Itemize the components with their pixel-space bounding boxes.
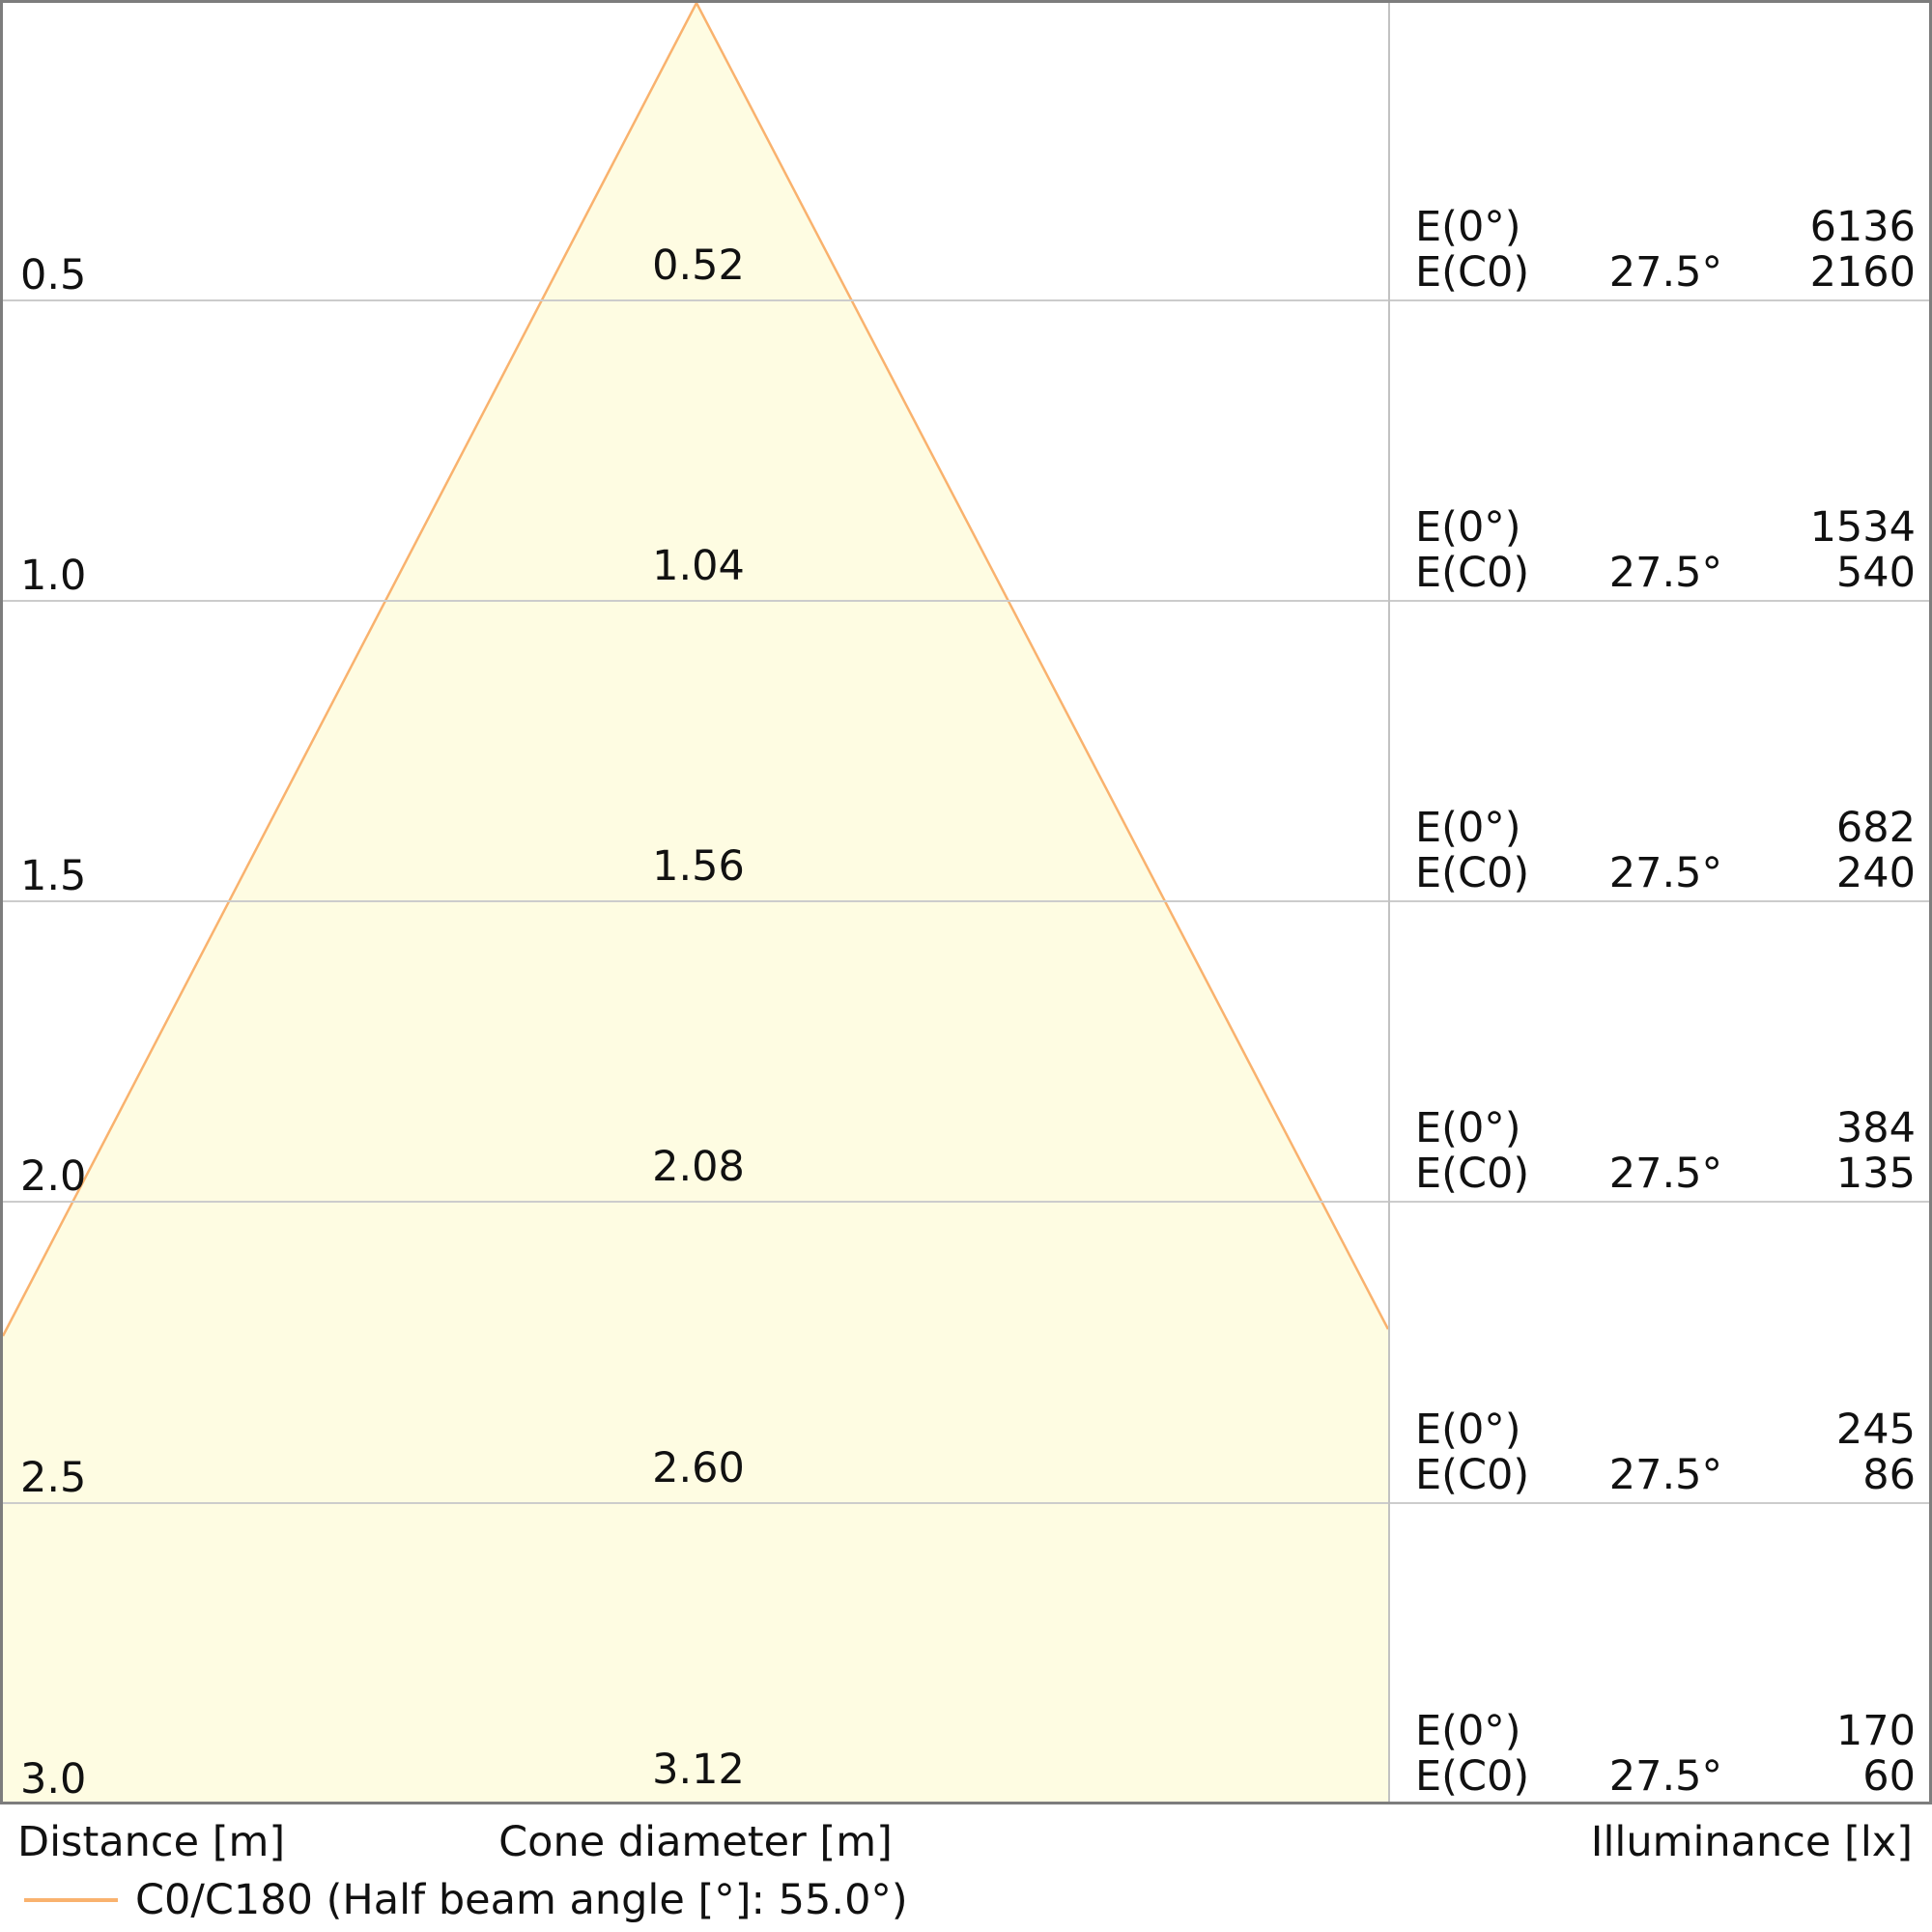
illuminance-row: E(0°) 170 E(C0) 27.5° 60 bbox=[1415, 1709, 1916, 1800]
ec0-angle: 27.5° bbox=[1608, 248, 1722, 297]
gridline-2.5m bbox=[3, 1502, 1929, 1504]
ec0-value: 135 bbox=[1835, 1150, 1916, 1198]
illuminance-row: E(0°) 384 E(C0) 27.5° 135 bbox=[1415, 1106, 1916, 1197]
ec0-line: E(C0) 27.5° 2160 bbox=[1415, 250, 1916, 296]
cone-diameter-label: 3.12 bbox=[652, 1746, 745, 1794]
ec0-line: E(C0) 27.5° 60 bbox=[1415, 1754, 1916, 1800]
e0-line: E(0°) 245 bbox=[1415, 1407, 1916, 1453]
ec0-label: E(C0) bbox=[1415, 849, 1530, 897]
distance-label: 3.0 bbox=[20, 1755, 87, 1804]
distance-label: 2.0 bbox=[20, 1152, 87, 1201]
e0-label: E(0°) bbox=[1415, 1707, 1521, 1755]
ec0-angle: 27.5° bbox=[1608, 1150, 1722, 1198]
beam-edge-c0-line bbox=[695, 3, 1390, 1330]
ec0-label: E(C0) bbox=[1415, 248, 1530, 297]
e0-line: E(0°) 682 bbox=[1415, 806, 1916, 851]
e0-value: 6136 bbox=[1809, 203, 1916, 251]
ec0-angle: 27.5° bbox=[1608, 1752, 1722, 1801]
gridline-1.0m bbox=[3, 600, 1929, 602]
beam-cone-fill bbox=[3, 3, 1388, 1802]
ec0-value: 540 bbox=[1835, 549, 1916, 597]
beam-cone-graphic bbox=[3, 3, 1390, 1802]
axis-label-illuminance: Illuminance [lx] bbox=[1590, 1818, 1913, 1866]
e0-label: E(0°) bbox=[1415, 503, 1521, 552]
e0-value: 682 bbox=[1835, 804, 1916, 852]
axis-label-cone-diameter: Cone diameter [m] bbox=[498, 1818, 893, 1866]
legend-label: C0/C180 (Half beam angle [°]: 55.0°) bbox=[135, 1876, 908, 1924]
e0-line: E(0°) 6136 bbox=[1415, 205, 1916, 250]
plot-area: 0.5 0.52 E(0°) 6136 E(C0) 27.5° 2160 1.0… bbox=[0, 0, 1932, 1804]
axis-label-distance: Distance [m] bbox=[17, 1818, 286, 1866]
ec0-angle: 27.5° bbox=[1608, 1451, 1722, 1499]
distance-label: 2.5 bbox=[20, 1454, 87, 1502]
ec0-angle: 27.5° bbox=[1608, 549, 1722, 597]
ec0-label: E(C0) bbox=[1415, 1451, 1530, 1499]
ec0-line: E(C0) 27.5° 540 bbox=[1415, 551, 1916, 596]
e0-value: 170 bbox=[1835, 1707, 1916, 1755]
gridline-1.5m bbox=[3, 900, 1929, 902]
e0-line: E(0°) 170 bbox=[1415, 1709, 1916, 1754]
distance-label: 1.5 bbox=[20, 852, 87, 900]
ec0-angle: 27.5° bbox=[1608, 849, 1722, 897]
illuminance-row: E(0°) 245 E(C0) 27.5° 86 bbox=[1415, 1407, 1916, 1498]
ec0-value: 60 bbox=[1862, 1752, 1916, 1801]
e0-value: 384 bbox=[1835, 1104, 1916, 1152]
ec0-value: 240 bbox=[1835, 849, 1916, 897]
distance-label: 1.0 bbox=[20, 552, 87, 600]
gridline-2.0m bbox=[3, 1201, 1929, 1203]
cone-diameter-label: 0.52 bbox=[652, 242, 745, 290]
cone-diameter-label: 1.04 bbox=[652, 542, 745, 590]
cone-diameter-label: 2.60 bbox=[652, 1444, 745, 1492]
ec0-value: 86 bbox=[1862, 1451, 1916, 1499]
ec0-line: E(C0) 27.5° 135 bbox=[1415, 1151, 1916, 1197]
cone-diameter-label: 2.08 bbox=[652, 1143, 745, 1191]
ec0-label: E(C0) bbox=[1415, 1150, 1530, 1198]
ec0-line: E(C0) 27.5° 86 bbox=[1415, 1453, 1916, 1498]
ec0-label: E(C0) bbox=[1415, 1752, 1530, 1801]
e0-value: 245 bbox=[1835, 1406, 1916, 1454]
e0-line: E(0°) 1534 bbox=[1415, 505, 1916, 551]
e0-label: E(0°) bbox=[1415, 804, 1521, 852]
e0-line: E(0°) 384 bbox=[1415, 1106, 1916, 1151]
legend-line-swatch bbox=[24, 1898, 118, 1902]
ec0-line: E(C0) 27.5° 240 bbox=[1415, 851, 1916, 896]
e0-label: E(0°) bbox=[1415, 203, 1521, 251]
ec0-value: 2160 bbox=[1809, 248, 1916, 297]
gridline-0.5m bbox=[3, 299, 1929, 301]
ec0-label: E(C0) bbox=[1415, 549, 1530, 597]
e0-value: 1534 bbox=[1809, 503, 1916, 552]
illuminance-row: E(0°) 682 E(C0) 27.5° 240 bbox=[1415, 806, 1916, 896]
distance-label: 0.5 bbox=[20, 251, 87, 299]
illuminance-row: E(0°) 6136 E(C0) 27.5° 2160 bbox=[1415, 205, 1916, 296]
beam-edge-c180-line bbox=[3, 3, 698, 1337]
e0-label: E(0°) bbox=[1415, 1406, 1521, 1454]
cone-diameter-label: 1.56 bbox=[652, 842, 745, 891]
illuminance-column-divider bbox=[1388, 3, 1390, 1802]
illuminance-row: E(0°) 1534 E(C0) 27.5° 540 bbox=[1415, 505, 1916, 596]
e0-label: E(0°) bbox=[1415, 1104, 1521, 1152]
